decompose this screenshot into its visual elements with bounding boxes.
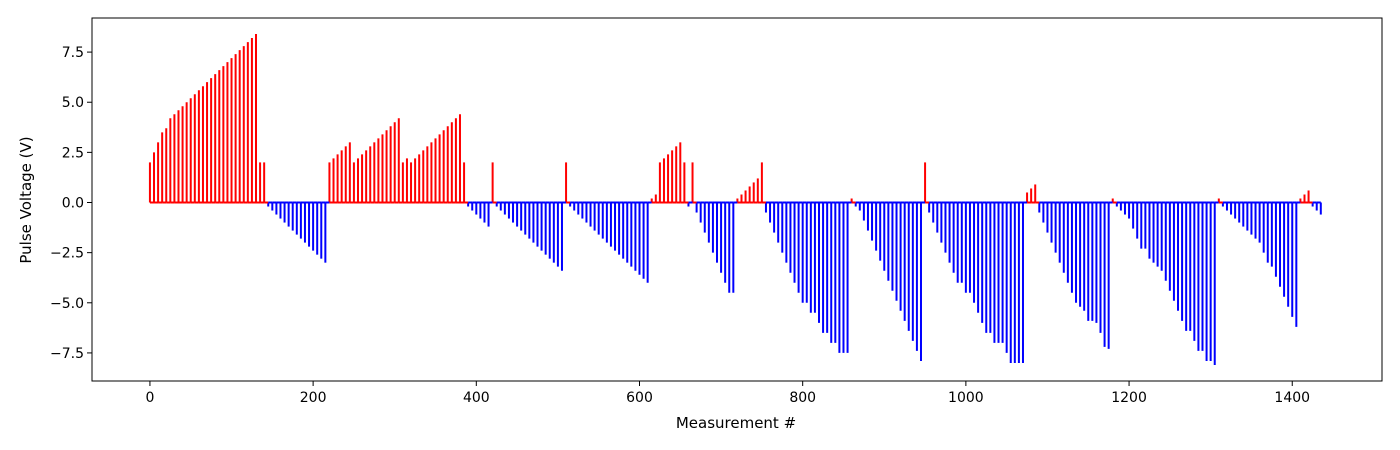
x-tick-label: 1400	[1274, 390, 1310, 406]
x-axis-label: Measurement #	[676, 414, 796, 432]
y-tick-label: 2.5	[62, 145, 84, 161]
x-axis-ticks: 0 200 400 600 800 1000 1200 1400	[145, 381, 1310, 406]
x-tick-label: 200	[300, 390, 327, 406]
x-tick-label: 400	[463, 390, 490, 406]
y-axis-label: Pulse Voltage (V)	[17, 136, 35, 263]
y-tick-label: −5.0	[50, 296, 84, 312]
stem-series	[148, 34, 1322, 365]
x-tick-label: 1000	[948, 390, 984, 406]
y-axis-ticks: −7.5 −5.0 −2.5 0.0 2.5 5.0 7.5	[50, 45, 92, 362]
x-tick-label: 0	[145, 390, 154, 406]
x-tick-label: 800	[789, 390, 816, 406]
axes-frame	[91, 17, 1383, 382]
x-tick-label: 1200	[1111, 390, 1147, 406]
y-tick-label: 5.0	[62, 95, 84, 111]
y-tick-label: 0.0	[62, 196, 84, 212]
plot-frame	[91, 17, 1383, 382]
y-tick-label: −7.5	[50, 346, 84, 362]
x-tick-label: 600	[626, 390, 653, 406]
y-tick-label: −2.5	[50, 246, 84, 262]
y-tick-label: 7.5	[62, 45, 84, 61]
